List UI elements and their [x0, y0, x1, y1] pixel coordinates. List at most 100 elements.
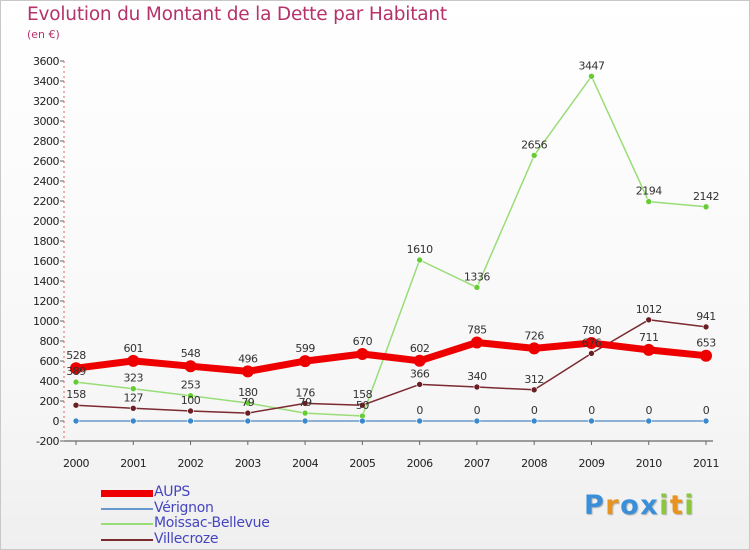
data-label-verignon: 0	[645, 404, 652, 417]
data-label-aups: 785	[467, 324, 487, 337]
data-label-villecroze: 158	[353, 388, 373, 401]
data-label-aups: 780	[582, 324, 602, 337]
proxiti-logo: Proxiti	[584, 490, 695, 521]
data-point-aups	[413, 354, 426, 367]
data-point-villecroze	[588, 350, 595, 357]
data-point-moissac-bellevue	[588, 73, 595, 80]
logo-letter: i	[684, 490, 696, 521]
series-layer	[70, 73, 712, 425]
legend-swatch	[101, 538, 153, 541]
y-tick-label: 2600	[33, 155, 59, 168]
series-line-moissac-bellevue	[75, 75, 707, 417]
data-label-moissac-bellevue: 2656	[521, 138, 547, 151]
data-point-villecroze	[129, 404, 137, 412]
chart-axes: -200020040060080010001200140016001800200…	[33, 55, 720, 470]
data-label-aups: 711	[639, 331, 659, 344]
data-label-villecroze: 127	[124, 391, 144, 404]
data-point-villecroze	[645, 316, 653, 324]
y-tick-label: 2000	[33, 215, 59, 228]
data-point-moissac-bellevue	[244, 399, 252, 407]
logo-letter: o	[620, 490, 641, 521]
legend-swatch	[101, 523, 153, 525]
x-tick-label: 2008	[521, 457, 547, 470]
data-label-aups: 528	[66, 349, 86, 362]
y-tick-label: 3000	[33, 115, 59, 128]
data-point-verignon	[187, 417, 194, 425]
data-point-villecroze	[702, 323, 710, 331]
legend-label: Moissac-Bellevue	[154, 515, 270, 531]
data-label-verignon: 0	[474, 404, 481, 417]
logo-letter: i	[659, 490, 670, 521]
data-point-verignon	[72, 417, 80, 425]
y-tick-label: 400	[40, 375, 60, 388]
data-label-aups: 496	[238, 352, 258, 365]
data-point-verignon	[301, 417, 309, 425]
y-tick-label: 600	[40, 355, 60, 368]
data-label-aups: 653	[696, 337, 716, 350]
data-label-moissac-bellevue: 323	[124, 372, 144, 385]
data-label-villecroze: 158	[66, 388, 86, 401]
y-tick-label: 2200	[33, 195, 59, 208]
data-label-aups: 548	[181, 347, 201, 360]
series-line-villecroze	[75, 319, 707, 414]
y-tick-label: 1800	[33, 235, 59, 248]
x-tick-label: 2006	[407, 457, 433, 470]
legend-label: Villecroze	[154, 530, 219, 547]
data-point-villecroze	[473, 383, 481, 391]
data-point-verignon	[416, 417, 423, 425]
y-tick-label: 3200	[33, 95, 59, 108]
y-tick-label: 200	[40, 395, 60, 408]
data-point-verignon	[244, 417, 252, 425]
y-tick-label: 1200	[33, 295, 59, 308]
data-point-verignon	[645, 417, 653, 425]
data-label-villecroze: 366	[410, 367, 430, 380]
data-label-aups: 726	[524, 329, 544, 342]
x-tick-label: 2005	[349, 457, 375, 470]
x-tick-label: 2010	[636, 457, 662, 470]
data-point-moissac-bellevue	[187, 392, 194, 400]
data-label-moissac-bellevue: 389	[66, 365, 86, 378]
data-label-moissac-bellevue: 3447	[578, 59, 604, 72]
logo-letter: P	[584, 490, 606, 521]
data-label-moissac-bellevue: 180	[238, 386, 258, 399]
y-tick-label: 3400	[33, 75, 59, 88]
data-point-aups	[585, 337, 598, 349]
data-label-villecroze: 176	[295, 386, 315, 399]
data-point-verignon	[129, 417, 137, 425]
data-point-moissac-bellevue	[702, 203, 710, 211]
data-point-moissac-bellevue	[72, 378, 80, 386]
data-label-moissac-bellevue: 1336	[464, 270, 490, 283]
y-tick-label: 0	[53, 415, 60, 428]
legend-swatch	[101, 507, 153, 510]
data-point-moissac-bellevue	[530, 152, 538, 159]
data-point-moissac-bellevue	[129, 385, 137, 393]
data-point-verignon	[359, 417, 366, 425]
logo-letter: t	[669, 490, 685, 521]
x-tick-label: 2011	[693, 457, 719, 470]
data-label-moissac-bellevue: 1610	[407, 243, 433, 256]
legend-label: Vérignon	[154, 499, 214, 516]
data-label-verignon: 0	[588, 404, 595, 417]
x-tick-label: 2003	[235, 457, 261, 470]
logo-letter: x	[640, 490, 660, 521]
data-point-aups	[241, 365, 254, 378]
y-tick-label: 800	[40, 335, 60, 348]
data-point-aups	[127, 354, 140, 367]
data-point-villecroze	[187, 407, 194, 415]
data-point-moissac-bellevue	[473, 284, 481, 291]
x-tick-label: 2000	[63, 457, 89, 470]
data-point-aups	[700, 349, 712, 362]
data-point-moissac-bellevue	[645, 198, 653, 205]
data-point-verignon	[530, 417, 538, 425]
data-point-verignon	[473, 417, 481, 425]
data-point-villecroze	[301, 400, 309, 407]
data-label-moissac-bellevue: 79	[299, 396, 312, 409]
x-tick-label: 2001	[120, 457, 146, 470]
data-point-aups	[642, 343, 655, 356]
data-point-villecroze	[244, 409, 252, 417]
y-tick-label: -200	[36, 435, 59, 448]
data-label-moissac-bellevue: 50	[356, 399, 369, 412]
